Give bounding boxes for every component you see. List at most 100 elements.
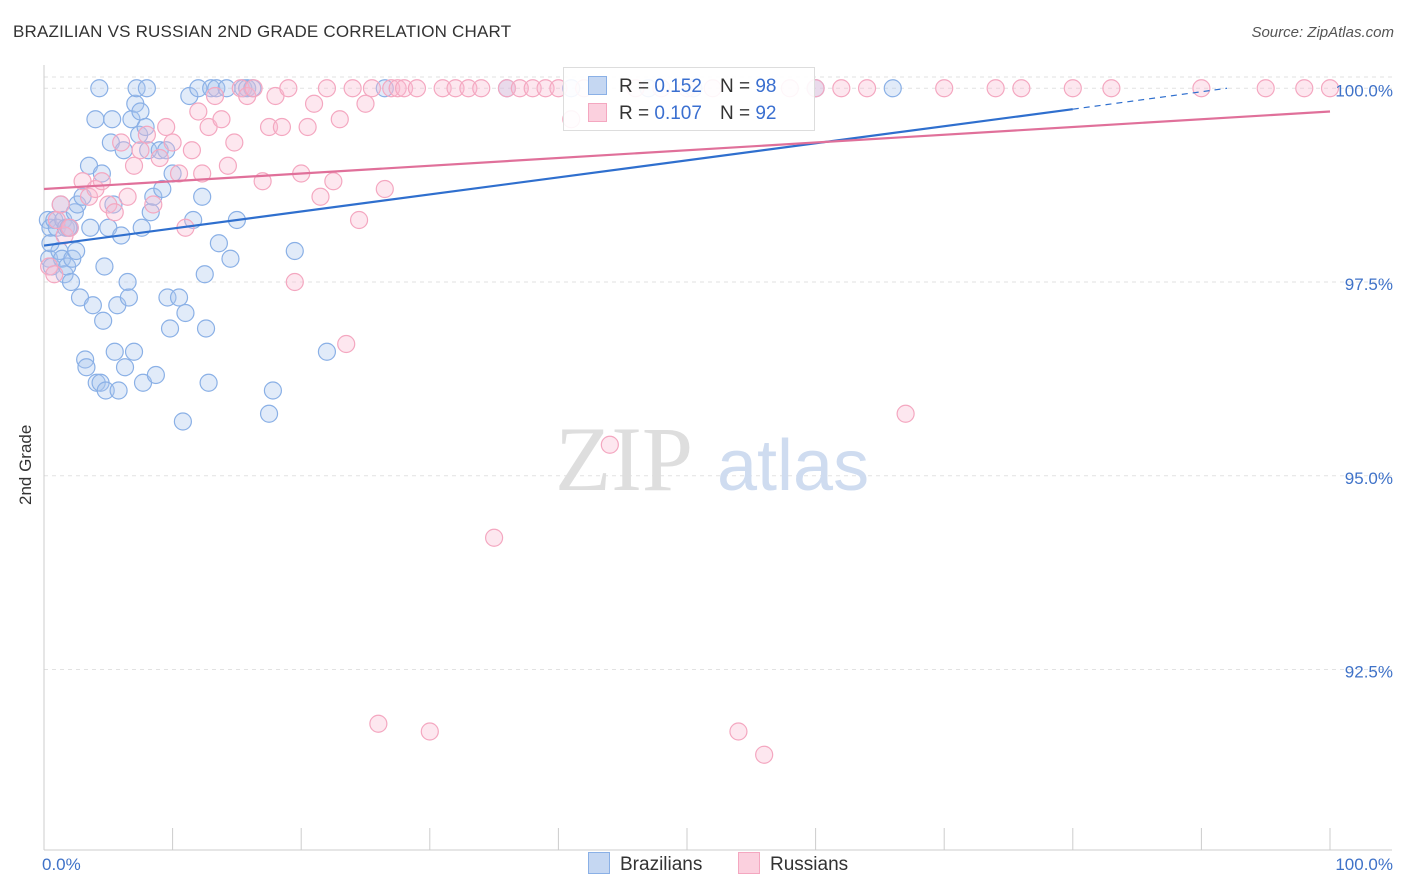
point-brazilians <box>173 412 192 431</box>
point-russians <box>285 272 304 292</box>
point-russians <box>163 133 182 152</box>
point-russians <box>193 164 212 183</box>
bottom-legend-brazilians[interactable]: Brazilians <box>588 852 702 876</box>
point-brazilians <box>176 303 195 323</box>
point-brazilians <box>90 79 109 98</box>
legend-n-label: N = <box>719 103 751 124</box>
point-brazilians <box>94 311 113 330</box>
point-russians <box>375 179 394 199</box>
point-russians <box>311 187 330 206</box>
watermark: ZIP atlas <box>555 408 869 510</box>
point-brazilians <box>76 350 95 369</box>
point-brazilians <box>96 381 115 400</box>
y-tick-label: 100.0% <box>1335 81 1393 100</box>
point-brazilians <box>146 365 165 385</box>
point-russians <box>105 203 124 222</box>
point-brazilians <box>136 117 155 137</box>
point-russians <box>212 110 231 129</box>
legend-row-brazilians: R = 0.152 N = 98 <box>588 76 776 98</box>
point-brazilians <box>209 234 228 253</box>
point-brazilians <box>883 79 902 98</box>
legend-n-value: 98 <box>755 76 777 97</box>
point-brazilians <box>104 195 123 214</box>
point-russians <box>1320 79 1340 98</box>
point-russians <box>324 172 343 191</box>
point-brazilians <box>375 79 394 98</box>
points-layer <box>38 79 1340 764</box>
legend-r-label: R = <box>619 103 650 124</box>
point-russians <box>182 141 201 160</box>
trend-layer <box>43 87 1331 247</box>
point-russians <box>131 141 150 160</box>
point-russians <box>150 148 169 168</box>
point-russians <box>1063 79 1082 98</box>
point-brazilians <box>103 110 122 129</box>
point-russians <box>446 79 465 98</box>
point-russians <box>92 172 111 191</box>
point-russians <box>600 435 619 454</box>
point-russians <box>317 79 337 98</box>
point-russians <box>205 86 225 106</box>
point-brazilians <box>92 164 111 183</box>
point-russians <box>369 714 388 733</box>
y-tick-label: 95.0% <box>1345 469 1393 488</box>
point-russians <box>330 110 349 129</box>
y-axis-label: 2nd Grade <box>16 424 35 505</box>
point-brazilians <box>127 79 146 98</box>
point-brazilians <box>207 79 226 98</box>
trend-line-russians <box>43 110 1331 191</box>
bottom-swatch-russians <box>738 852 760 874</box>
point-brazilians <box>95 257 114 276</box>
point-brazilians <box>221 249 240 268</box>
point-russians <box>382 79 401 98</box>
legend-swatch-russians <box>588 103 607 122</box>
point-russians <box>337 334 356 354</box>
point-brazilians <box>317 342 337 361</box>
point-russians <box>118 187 137 206</box>
point-brazilians <box>199 373 218 392</box>
point-russians <box>259 117 279 137</box>
point-brazilians <box>169 288 189 307</box>
point-russians <box>755 745 774 764</box>
point-brazilians <box>137 79 156 98</box>
point-russians <box>45 265 64 284</box>
bottom-legend-russians[interactable]: Russians <box>738 852 848 876</box>
point-russians <box>935 79 954 98</box>
point-russians <box>144 195 163 214</box>
point-brazilians <box>259 404 279 423</box>
point-brazilians <box>109 381 128 400</box>
point-russians <box>112 133 131 152</box>
stats-legend: R = 0.152 N = 98 R = 0.107 N = 92 <box>563 67 815 131</box>
point-brazilians <box>285 241 304 261</box>
point-brazilians <box>131 102 150 121</box>
point-brazilians <box>153 179 172 199</box>
point-russians <box>60 218 79 237</box>
point-brazilians <box>124 342 144 361</box>
point-russians <box>832 79 851 98</box>
point-russians <box>394 79 414 98</box>
grid-layer <box>44 76 1392 670</box>
point-russians <box>420 722 439 741</box>
point-brazilians <box>193 187 212 206</box>
point-russians <box>189 102 208 121</box>
legend-r-value: 0.107 <box>654 103 702 124</box>
trend-line-brazilians <box>43 108 1073 247</box>
point-russians <box>896 404 915 423</box>
point-brazilians <box>196 319 216 338</box>
point-brazilians <box>118 272 137 292</box>
point-brazilians <box>119 288 138 307</box>
point-brazilians <box>67 241 86 261</box>
point-russians <box>124 156 144 175</box>
bottom-swatch-brazilians <box>588 852 610 874</box>
legend-r-label: R = <box>619 76 650 97</box>
tick-label-layer: 92.5% 95.0% 97.5% 100.0% 0.0% 100.0% <box>42 81 1393 874</box>
point-russians <box>362 79 382 98</box>
point-russians <box>536 79 555 98</box>
point-russians <box>51 195 70 214</box>
point-brazilians <box>105 342 124 361</box>
point-russians <box>1102 79 1121 98</box>
chart-source: Source: ZipAtlas.com <box>1251 24 1394 41</box>
legend-row-russians: R = 0.107 N = 92 <box>588 103 776 125</box>
point-russians <box>244 79 263 98</box>
